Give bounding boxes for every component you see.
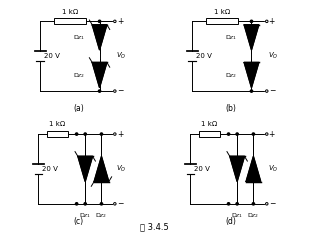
Circle shape	[84, 133, 86, 135]
Circle shape	[114, 133, 116, 135]
Circle shape	[98, 90, 101, 92]
Circle shape	[250, 90, 253, 92]
Text: D$_{Z2}$: D$_{Z2}$	[95, 212, 108, 220]
Text: 1 kΩ: 1 kΩ	[49, 121, 66, 127]
Polygon shape	[94, 156, 109, 182]
Text: −: −	[117, 87, 123, 95]
Bar	[205, 18, 238, 24]
Circle shape	[265, 90, 268, 92]
Circle shape	[114, 20, 116, 23]
Text: 20 V: 20 V	[194, 166, 210, 172]
Polygon shape	[92, 25, 107, 50]
Bar	[54, 18, 86, 24]
Text: D$_{Z1}$: D$_{Z1}$	[225, 33, 237, 42]
Circle shape	[75, 133, 78, 135]
Circle shape	[265, 133, 268, 135]
Circle shape	[252, 203, 255, 205]
Text: D$_{Z1}$: D$_{Z1}$	[231, 212, 243, 220]
Circle shape	[250, 20, 253, 22]
Text: (b): (b)	[225, 104, 236, 113]
Circle shape	[236, 133, 238, 135]
Circle shape	[227, 133, 230, 135]
Circle shape	[227, 203, 230, 205]
Polygon shape	[92, 62, 107, 88]
Circle shape	[98, 20, 101, 22]
Text: +: +	[117, 130, 123, 139]
Text: 20 V: 20 V	[44, 53, 60, 59]
Text: 20 V: 20 V	[196, 53, 212, 59]
Text: $V_O$: $V_O$	[116, 51, 126, 61]
Text: 20 V: 20 V	[42, 166, 58, 172]
Circle shape	[265, 203, 268, 205]
Bar	[199, 132, 220, 137]
Text: +: +	[269, 17, 275, 26]
Text: −: −	[269, 87, 275, 95]
Circle shape	[265, 20, 268, 23]
Circle shape	[100, 203, 103, 205]
Circle shape	[114, 90, 116, 92]
Text: D$_{Z1}$: D$_{Z1}$	[73, 33, 85, 42]
Text: $V_O$: $V_O$	[268, 164, 278, 174]
Text: +: +	[269, 130, 275, 139]
Polygon shape	[230, 156, 244, 182]
Text: −: −	[117, 199, 123, 208]
Text: $V_O$: $V_O$	[268, 51, 278, 61]
Polygon shape	[244, 25, 259, 50]
Text: 图 3.4.5: 图 3.4.5	[140, 223, 169, 232]
Text: (d): (d)	[225, 217, 236, 226]
Circle shape	[84, 203, 86, 205]
Text: D$_{Z1}$: D$_{Z1}$	[79, 212, 91, 220]
Text: +: +	[117, 17, 123, 26]
Text: −: −	[269, 199, 275, 208]
Text: D$_{Z2}$: D$_{Z2}$	[73, 71, 85, 80]
Polygon shape	[244, 62, 259, 88]
Text: 1 kΩ: 1 kΩ	[62, 9, 78, 15]
Text: 1 kΩ: 1 kΩ	[214, 9, 230, 15]
Polygon shape	[246, 156, 261, 182]
Text: (c): (c)	[74, 217, 84, 226]
Text: 1 kΩ: 1 kΩ	[201, 121, 218, 127]
Text: $V_O$: $V_O$	[116, 164, 126, 174]
Circle shape	[100, 133, 103, 135]
Text: D$_{Z2}$: D$_{Z2}$	[247, 212, 260, 220]
Circle shape	[75, 203, 78, 205]
Text: D$_{Z2}$: D$_{Z2}$	[225, 71, 237, 80]
Bar	[47, 132, 68, 137]
Polygon shape	[78, 156, 93, 182]
Circle shape	[252, 133, 255, 135]
Circle shape	[114, 203, 116, 205]
Text: (a): (a)	[73, 104, 84, 113]
Circle shape	[236, 203, 238, 205]
